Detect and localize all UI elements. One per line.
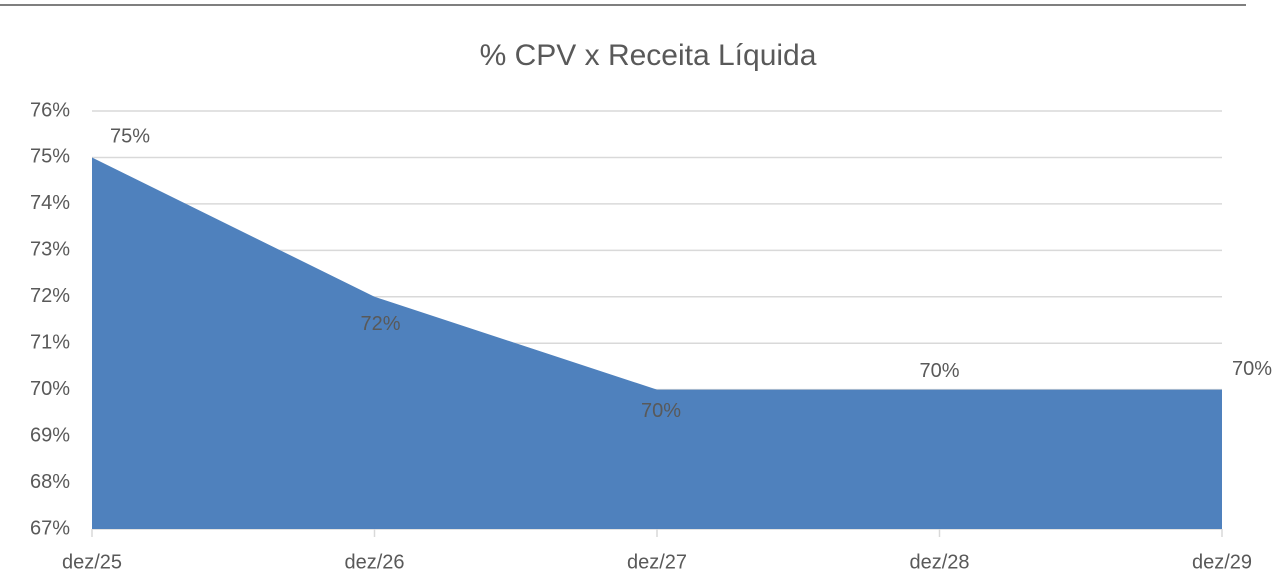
y-tick-label: 70% bbox=[30, 378, 70, 400]
y-tick-label: 76% bbox=[30, 99, 70, 121]
data-label: 70% bbox=[1232, 358, 1272, 380]
y-tick-label: 72% bbox=[30, 285, 70, 307]
x-tick-label: dez/26 bbox=[344, 551, 404, 573]
x-tick-label: dez/29 bbox=[1192, 551, 1252, 573]
data-label: 75% bbox=[110, 126, 150, 148]
y-tick-label: 71% bbox=[30, 332, 70, 354]
y-tick-label: 75% bbox=[30, 146, 70, 168]
x-tick-label: dez/27 bbox=[627, 551, 687, 573]
y-tick-label: 69% bbox=[30, 424, 70, 446]
y-tick-label: 67% bbox=[30, 517, 70, 539]
x-tick-label: dez/28 bbox=[909, 551, 969, 573]
chart-title: % CPV x Receita Líquida bbox=[480, 39, 817, 72]
x-tick-label: dez/25 bbox=[62, 551, 122, 573]
data-label: 72% bbox=[360, 313, 400, 335]
y-tick-label: 73% bbox=[30, 239, 70, 261]
y-tick-label: 68% bbox=[30, 471, 70, 493]
data-label: 70% bbox=[919, 360, 959, 382]
data-label: 70% bbox=[641, 400, 681, 422]
y-tick-label: 74% bbox=[30, 192, 70, 214]
area bbox=[92, 157, 1222, 529]
